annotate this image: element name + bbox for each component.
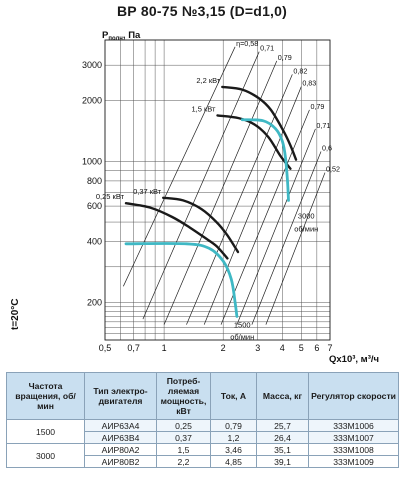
motor-type-cell: АИР80А2 xyxy=(84,443,157,456)
efficiency-line xyxy=(236,128,316,325)
header-power: Потреб-ляемая мощность, кВт xyxy=(156,372,211,420)
regulator-cell: 333М1006 xyxy=(308,419,399,432)
table-row: 3000 АИР80А2 1,5 3,46 35,1 333М1008 xyxy=(6,443,399,468)
power-curve xyxy=(124,242,239,318)
current-cell: 0,79 xyxy=(210,419,257,432)
regulator-cell: 333М1009 xyxy=(308,455,399,468)
y-tick-label: 3000 xyxy=(82,60,102,70)
y-axis-label: Pполн, Па xyxy=(102,30,141,42)
x-tick-label: 4 xyxy=(280,343,285,353)
efficiency-line xyxy=(251,151,322,325)
mass-cell: 35,1 xyxy=(256,443,309,456)
series-label: 0,25 кВт xyxy=(96,192,125,201)
x-tick-label: 0,5 xyxy=(99,343,112,353)
x-tick-label: 2 xyxy=(221,343,226,353)
efficiency-lines xyxy=(123,46,326,325)
y-tick-label: 2000 xyxy=(82,96,102,106)
x-tick-label: 6 xyxy=(314,343,319,353)
power-cell: 0,25 xyxy=(156,419,211,432)
efficiency-line xyxy=(123,46,236,287)
pressure-curve xyxy=(124,202,229,260)
annotation-label: об/мин xyxy=(230,332,254,341)
annotation-label: об/мин xyxy=(294,224,318,233)
efficiency-label: 0,52 xyxy=(326,165,340,174)
chart-title: ВР 80-75 №3,15 (D=d1,0) xyxy=(116,3,287,19)
power-curve xyxy=(240,118,290,202)
header-regulator: Регулятор скорости xyxy=(308,372,399,420)
y-tick-label: 200 xyxy=(87,297,102,307)
efficiency-line xyxy=(220,109,310,325)
efficiency-line xyxy=(142,51,260,320)
x-tick-label: 0,7 xyxy=(127,343,140,353)
plot-frame xyxy=(104,39,331,341)
performance-chart: η=0,580,710,790,820,830,790,710,60,522,2… xyxy=(10,30,379,365)
series-curves xyxy=(124,85,298,318)
annotation-label: 1500 xyxy=(234,320,251,329)
y-tick-label: 1000 xyxy=(82,156,102,166)
efficiency-line xyxy=(203,86,302,325)
pressure-curve xyxy=(221,85,298,161)
table-row: 1500 АИР63А4 0,25 0,79 25,7 333М1006 xyxy=(6,419,399,444)
current-cell: 3,46 xyxy=(210,443,257,456)
efficiency-label: 0,83 xyxy=(302,79,316,88)
header-current: Ток, А xyxy=(210,372,257,420)
y-tick-label: 400 xyxy=(87,237,102,247)
regulator-cell: 333М1007 xyxy=(308,431,399,444)
x-tick-label: 7 xyxy=(327,343,332,353)
temperature-label: t=20°C xyxy=(10,298,21,330)
mass-cell: 26,4 xyxy=(256,431,309,444)
current-cell: 4,85 xyxy=(210,455,257,468)
table-row: АИР80В2 2,2 4,85 39,1 333М1009 xyxy=(7,455,399,468)
power-cell: 0,37 xyxy=(156,431,211,444)
header-mass: Масса, кг xyxy=(256,372,309,420)
y-tick-label: 800 xyxy=(87,176,102,186)
current-cell: 1,2 xyxy=(210,431,257,444)
efficiency-label: η=0,58 xyxy=(236,39,258,48)
x-tick-label: 1 xyxy=(162,343,167,353)
efficiency-label: 0,71 xyxy=(316,121,330,130)
speed-cell: 1500 xyxy=(6,419,85,444)
header-motor-type: Тип электро-двигателя xyxy=(84,372,157,420)
efficiency-label: 0,79 xyxy=(278,53,292,62)
pressure-curve xyxy=(216,114,292,170)
motor-type-cell: АИР80В2 xyxy=(84,455,157,468)
series-label: 1,5 кВт xyxy=(191,104,216,113)
x-tick-label: 3 xyxy=(255,343,260,353)
series-label: 0,37 кВт xyxy=(133,187,162,196)
efficiency-label: 0,6 xyxy=(322,143,332,152)
curve-labels: η=0,580,710,790,820,830,790,710,60,522,2… xyxy=(96,39,340,342)
efficiency-line xyxy=(163,60,278,325)
motor-spec-table: Частота вращения, об/мин Тип электро-дви… xyxy=(6,372,399,468)
header-speed: Частота вращения, об/мин xyxy=(6,372,85,420)
speed-cell: 3000 xyxy=(6,443,85,468)
annotation-label: 3000 xyxy=(298,212,315,221)
power-cell: 2,2 xyxy=(156,455,211,468)
efficiency-label: 0,79 xyxy=(310,102,324,111)
power-cell: 1,5 xyxy=(156,443,211,456)
mass-cell: 25,7 xyxy=(256,419,309,432)
efficiency-label: 0,71 xyxy=(260,44,274,53)
efficiency-line xyxy=(265,172,326,325)
x-tick-label: 5 xyxy=(299,343,304,353)
series-label: 2,2 кВт xyxy=(196,76,221,85)
x-axis-label: Qx10³, м³/ч xyxy=(329,354,379,365)
regulator-cell: 333М1008 xyxy=(308,443,399,456)
mass-cell: 39,1 xyxy=(256,455,309,468)
motor-type-cell: АИР63А4 xyxy=(84,419,157,432)
y-tick-label: 600 xyxy=(87,201,102,211)
motor-type-cell: АИР63В4 xyxy=(84,431,157,444)
pressure-curve xyxy=(162,196,240,254)
efficiency-label: 0,82 xyxy=(293,66,307,75)
